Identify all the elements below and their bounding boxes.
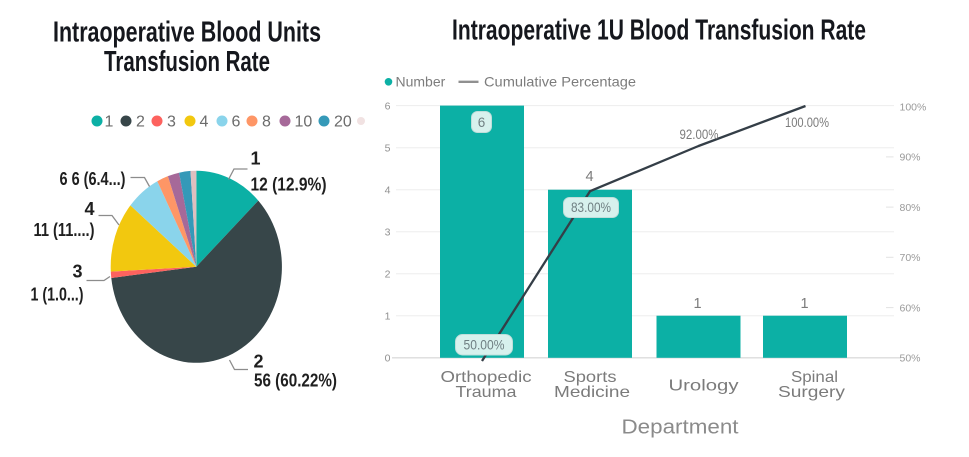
svg-text:100%: 100% bbox=[900, 101, 927, 113]
svg-text:80%: 80% bbox=[900, 202, 921, 214]
svg-text:Trauma: Trauma bbox=[456, 384, 517, 401]
svg-text:70%: 70% bbox=[900, 252, 921, 264]
svg-text:Intraoperative Blood Units: Intraoperative Blood Units bbox=[53, 17, 321, 49]
svg-text:10: 10 bbox=[295, 114, 313, 131]
svg-text:4: 4 bbox=[200, 114, 209, 131]
svg-text:100.00%: 100.00% bbox=[785, 115, 829, 130]
svg-text:56 (60.22%): 56 (60.22%) bbox=[254, 371, 337, 391]
svg-text:50.00%: 50.00% bbox=[464, 338, 505, 353]
svg-text:3: 3 bbox=[167, 114, 176, 131]
svg-text:Orthopedic: Orthopedic bbox=[441, 369, 532, 386]
svg-text:Urology: Urology bbox=[669, 378, 739, 395]
svg-text:0: 0 bbox=[385, 353, 391, 365]
svg-text:92.00%: 92.00% bbox=[680, 127, 719, 142]
svg-text:Spinal: Spinal bbox=[791, 369, 838, 386]
svg-text:2: 2 bbox=[254, 352, 264, 372]
svg-text:3: 3 bbox=[72, 262, 82, 282]
svg-text:Intraoperative 1U Blood Transf: Intraoperative 1U Blood Transfusion Rate bbox=[452, 15, 866, 47]
svg-text:8: 8 bbox=[262, 114, 271, 131]
svg-text:4: 4 bbox=[84, 199, 94, 219]
svg-text:1: 1 bbox=[800, 296, 808, 312]
svg-text:5: 5 bbox=[385, 142, 391, 154]
svg-text:11 (11....): 11 (11....) bbox=[34, 220, 95, 240]
svg-text:2: 2 bbox=[385, 269, 391, 281]
svg-text:6: 6 bbox=[478, 115, 486, 130]
svg-text:90%: 90% bbox=[900, 152, 921, 164]
svg-text:6: 6 bbox=[232, 114, 241, 131]
svg-text:Medicine: Medicine bbox=[554, 384, 630, 401]
svg-text:1 (1.0...): 1 (1.0...) bbox=[31, 285, 84, 305]
svg-text:Department: Department bbox=[622, 417, 739, 439]
svg-text:Sports: Sports bbox=[564, 369, 617, 386]
svg-text:Number: Number bbox=[396, 74, 446, 90]
svg-text:1: 1 bbox=[385, 311, 391, 323]
svg-text:3: 3 bbox=[385, 226, 391, 238]
svg-text:1: 1 bbox=[251, 149, 261, 169]
svg-text:12 (12.9%): 12 (12.9%) bbox=[251, 175, 327, 195]
svg-text:20: 20 bbox=[334, 114, 352, 131]
svg-text:6 6 (6.4...): 6 6 (6.4...) bbox=[60, 169, 126, 189]
svg-text:1: 1 bbox=[105, 114, 114, 131]
svg-text:83.00%: 83.00% bbox=[571, 200, 611, 215]
svg-text:1: 1 bbox=[693, 296, 701, 312]
svg-text:50%: 50% bbox=[900, 353, 921, 365]
svg-text:4: 4 bbox=[585, 169, 593, 185]
svg-text:Transfusion Rate: Transfusion Rate bbox=[104, 46, 270, 78]
svg-text:4: 4 bbox=[385, 184, 391, 196]
svg-text:Surgery: Surgery bbox=[778, 384, 845, 401]
svg-text:60%: 60% bbox=[900, 302, 921, 314]
svg-text:6: 6 bbox=[385, 100, 391, 112]
svg-text:2: 2 bbox=[136, 114, 145, 131]
svg-text:Cumulative Percentage: Cumulative Percentage bbox=[484, 74, 636, 90]
